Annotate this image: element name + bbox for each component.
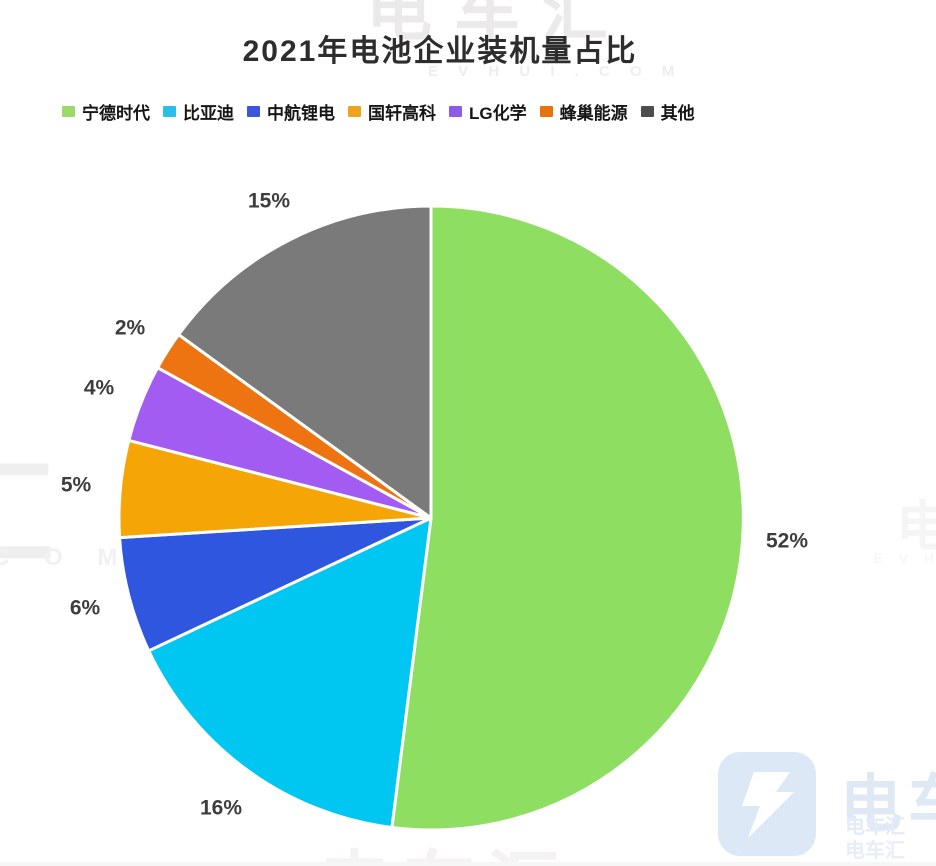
legend-swatch-icon bbox=[539, 106, 553, 117]
chart-legend: 宁德时代 比亚迪 中航锂电 国轩高科 LG化学 蜂巢能源 其他 bbox=[62, 99, 695, 124]
legend-item-2: 中航锂电 bbox=[247, 99, 335, 124]
slice-label-3: 5% bbox=[61, 473, 92, 496]
legend-swatch-icon bbox=[640, 106, 654, 117]
legend-swatch-icon bbox=[62, 106, 75, 117]
chart-title: 2021年电池企业装机量占比 bbox=[242, 35, 638, 68]
legend-item-6: 其他 bbox=[640, 99, 695, 124]
legend-swatch-icon bbox=[247, 106, 260, 117]
legend-label: LG化学 bbox=[469, 104, 527, 123]
legend-item-1: 比亚迪 bbox=[163, 99, 234, 124]
slice-label-4: 4% bbox=[84, 376, 115, 399]
legend-swatch-icon bbox=[449, 106, 462, 117]
legend-item-0: 宁德时代 bbox=[62, 99, 150, 124]
slice-label-5: 2% bbox=[115, 316, 146, 339]
pie-slice-0 bbox=[390, 204, 745, 832]
legend-label: 蜂巢能源 bbox=[559, 104, 628, 123]
slice-label-1: 16% bbox=[200, 796, 242, 819]
legend-label: 中航锂电 bbox=[267, 104, 335, 123]
pie-slice-6 bbox=[177, 204, 433, 520]
legend-item-4: LG化学 bbox=[449, 99, 527, 124]
slice-label-2: 6% bbox=[70, 596, 101, 619]
legend-item-3: 国轩高科 bbox=[348, 99, 436, 124]
evhui-logo-icon bbox=[718, 752, 816, 856]
legend-label: 国轩高科 bbox=[368, 104, 436, 123]
legend-label: 其他 bbox=[660, 104, 695, 123]
slice-label-0: 52% bbox=[766, 529, 808, 552]
legend-label: 宁德时代 bbox=[82, 104, 150, 123]
pie-slice-1 bbox=[147, 516, 433, 829]
bottom-edge-strip bbox=[0, 862, 936, 866]
legend-item-5: 蜂巢能源 bbox=[539, 99, 628, 124]
slice-label-6: 15% bbox=[248, 189, 290, 212]
legend-swatch-icon bbox=[348, 106, 361, 117]
legend-swatch-icon bbox=[163, 106, 176, 117]
legend-label: 比亚迪 bbox=[183, 104, 234, 123]
